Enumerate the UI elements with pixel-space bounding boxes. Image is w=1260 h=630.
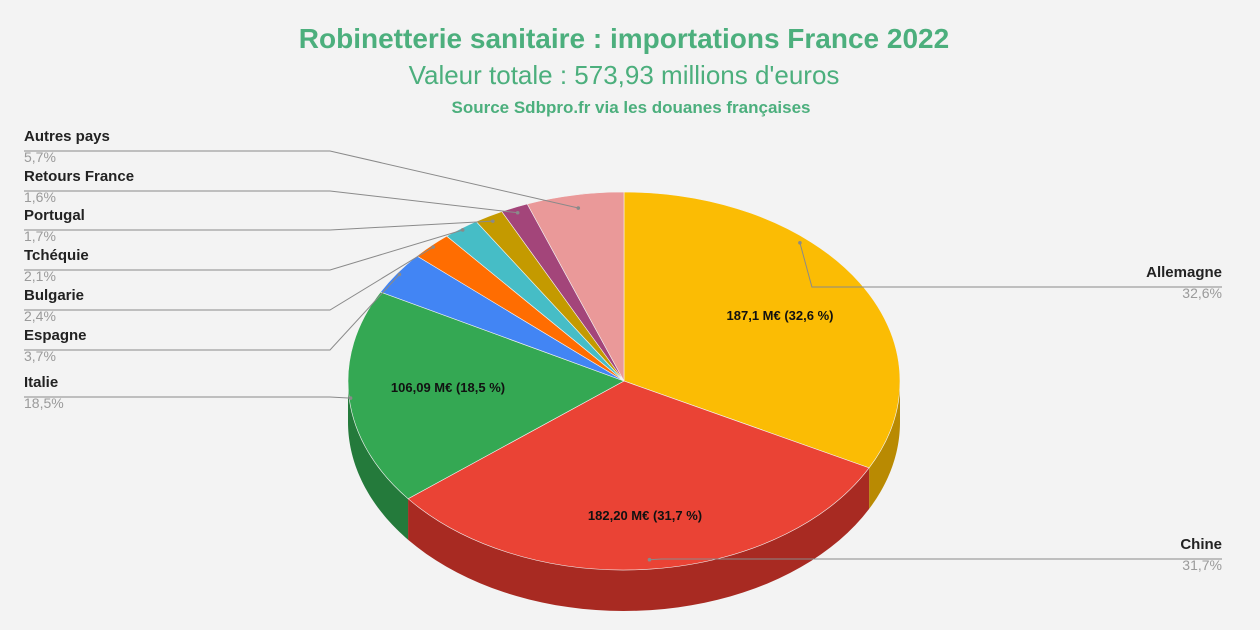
leader-dot-tchequie — [460, 228, 465, 232]
leader-line-chine — [649, 558, 1222, 561]
leader-dot-chine — [647, 557, 652, 562]
leader-dot-allemagne — [798, 240, 802, 245]
leader-line-bulgarie — [24, 246, 434, 311]
label-name-portugal: Portugal — [24, 207, 85, 224]
label-name-autres-pays: Autres pays — [24, 128, 110, 145]
slice-labels: Allemagne 32,6% Chine 31,7% Italie 18,5% Espag… — [24, 128, 1222, 573]
leader-dot-italie — [348, 396, 353, 400]
data-label-chine: 182,20 M€ (31,7 %) — [588, 508, 702, 523]
label-name-italie: Italie — [24, 374, 58, 391]
leader-dot-bulgarie — [431, 245, 436, 249]
leader-line-italie — [24, 396, 351, 399]
data-label-italie: 106,09 M€ (18,5 %) — [391, 380, 505, 395]
leader-line-tchequie — [24, 229, 463, 271]
label-name-tchequie: Tchéquie — [24, 247, 89, 264]
label-percent-portugal: 1,7% — [24, 228, 56, 244]
leader-lines — [24, 150, 1222, 562]
label-percent-tchequie: 2,1% — [24, 268, 56, 284]
data-label-allemagne: 187,1 M€ (32,6 %) — [727, 308, 834, 323]
leader-dot-portugal — [491, 219, 495, 223]
leader-line-allemagne — [799, 242, 1222, 288]
label-percent-chine: 31,7% — [1182, 557, 1222, 573]
chart-source: Source Sdbpro.fr via les douanes françai… — [451, 98, 810, 117]
pie-side-chine — [408, 467, 870, 611]
pie-side-italie — [348, 381, 409, 540]
pie-sides — [348, 381, 900, 611]
leader-line-retours-france — [24, 190, 518, 214]
leader-line-portugal — [24, 220, 493, 231]
label-name-espagne: Espagne — [24, 327, 87, 344]
label-percent-retours-france: 1,6% — [24, 189, 56, 205]
leader-line-autres-pays — [24, 150, 579, 209]
label-name-retours-france: Retours France — [24, 168, 134, 185]
pie-tops — [347, 191, 901, 571]
label-percent-italie: 18,5% — [24, 395, 64, 411]
leader-line-espagne — [24, 274, 400, 351]
label-name-allemagne: Allemagne — [1146, 264, 1222, 281]
leader-dot-autres-pays — [576, 206, 581, 210]
label-name-chine: Chine — [1180, 536, 1222, 553]
pie-slice-allemagne — [623, 191, 901, 469]
pie-side-allemagne — [869, 381, 900, 509]
label-percent-allemagne: 32,6% — [1182, 285, 1222, 301]
label-percent-autres-pays: 5,7% — [24, 149, 56, 165]
pie-slice-autres-pays — [526, 191, 625, 382]
chart-subtitle: Valeur totale : 573,93 millions d'euros — [409, 60, 840, 90]
chart-title: Robinetterie sanitaire : importations Fr… — [299, 23, 949, 54]
pie-slice-chine — [407, 380, 870, 571]
label-name-bulgarie: Bulgarie — [24, 287, 84, 304]
leader-dot-espagne — [397, 272, 402, 277]
leader-dot-retours-france — [515, 210, 520, 215]
label-percent-bulgarie: 2,4% — [24, 308, 56, 324]
label-percent-espagne: 3,7% — [24, 348, 56, 364]
